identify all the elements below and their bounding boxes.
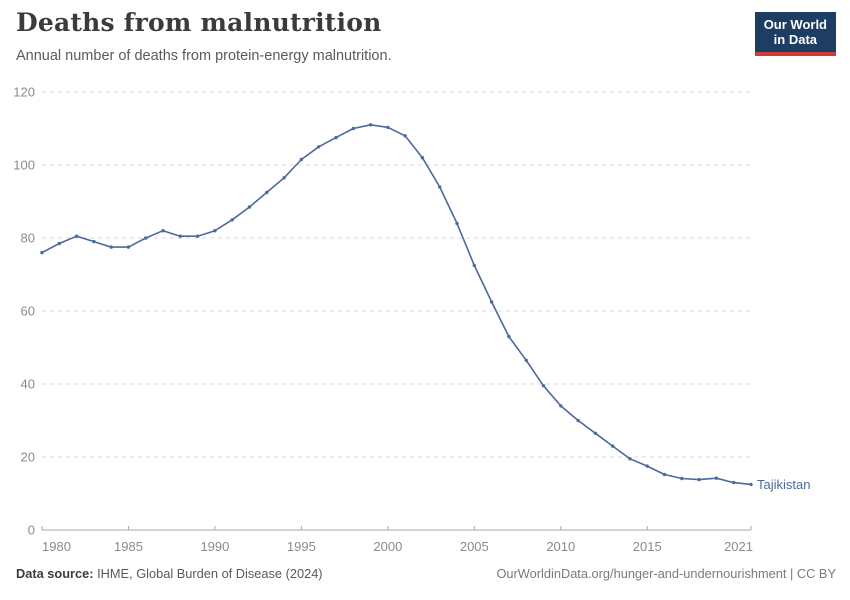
data-point[interactable] xyxy=(645,464,649,468)
data-point[interactable] xyxy=(57,241,61,246)
data-source-label: Data source: xyxy=(16,566,94,581)
data-point[interactable] xyxy=(403,134,407,138)
owid-logo-line1: Our World xyxy=(763,17,827,32)
data-point[interactable] xyxy=(334,135,338,140)
y-tick-label: 120 xyxy=(13,85,35,100)
data-point[interactable] xyxy=(299,157,304,162)
x-tick-label: 1990 xyxy=(200,539,229,554)
owid-logo: Our World in Data xyxy=(754,12,836,56)
y-tick-label: 40 xyxy=(21,377,35,392)
data-point[interactable] xyxy=(213,229,217,233)
attribution: OurWorldinData.org/hunger-and-undernouri… xyxy=(496,566,836,581)
y-tick-label: 80 xyxy=(21,231,35,246)
data-point[interactable] xyxy=(489,300,494,304)
data-point[interactable] xyxy=(576,418,580,423)
data-point[interactable] xyxy=(420,156,425,160)
entity-label[interactable]: Tajikistan xyxy=(757,477,810,492)
data-point[interactable] xyxy=(230,218,234,222)
x-tick-label: 1980 xyxy=(42,539,71,554)
chart-footer: Data source: IHME, Global Burden of Dise… xyxy=(16,566,836,581)
data-point[interactable] xyxy=(714,476,719,480)
data-point[interactable] xyxy=(472,263,476,268)
data-point[interactable] xyxy=(195,234,200,238)
data-point[interactable] xyxy=(559,404,563,408)
data-point[interactable] xyxy=(265,190,269,195)
data-point[interactable] xyxy=(732,480,736,485)
x-tick-label: 2000 xyxy=(373,539,402,554)
data-point[interactable] xyxy=(92,239,96,244)
y-tick-label: 60 xyxy=(21,304,35,319)
data-point[interactable] xyxy=(593,431,598,435)
data-point[interactable] xyxy=(368,123,373,127)
chart-subtitle: Annual number of deaths from protein-ene… xyxy=(16,48,392,64)
data-point[interactable] xyxy=(161,229,165,233)
data-point[interactable] xyxy=(749,482,753,487)
y-tick-label: 20 xyxy=(21,450,35,465)
data-point[interactable] xyxy=(247,205,252,209)
data-point[interactable] xyxy=(317,145,321,149)
x-tick-label: 2021 xyxy=(724,539,753,554)
owid-logo-line2: in Data xyxy=(773,32,818,48)
data-point[interactable] xyxy=(680,476,684,481)
data-point[interactable] xyxy=(524,358,528,362)
data-point[interactable] xyxy=(74,234,79,238)
data-point[interactable] xyxy=(628,457,632,461)
data-point[interactable] xyxy=(507,334,511,339)
data-point[interactable] xyxy=(386,125,390,130)
data-point[interactable] xyxy=(126,245,131,249)
x-tick-label: 2015 xyxy=(633,539,662,554)
x-tick-label: 1985 xyxy=(114,539,143,554)
data-point[interactable] xyxy=(144,236,148,240)
y-tick-label: 0 xyxy=(28,523,35,538)
data-point[interactable] xyxy=(611,444,615,448)
series-line[interactable] xyxy=(41,124,752,486)
data-point[interactable] xyxy=(697,477,701,482)
data-source-value: IHME, Global Burden of Disease (2024) xyxy=(97,566,323,581)
x-tick-label: 1995 xyxy=(287,539,316,554)
y-tick-label: 100 xyxy=(13,158,35,173)
x-tick-label: 2005 xyxy=(460,539,489,554)
data-point[interactable] xyxy=(109,245,113,249)
data-point[interactable] xyxy=(455,221,459,226)
data-point[interactable] xyxy=(282,176,286,180)
data-point[interactable] xyxy=(40,250,44,255)
data-point[interactable] xyxy=(351,126,355,131)
page-title: Deaths from malnutrition xyxy=(16,8,382,37)
data-point[interactable] xyxy=(178,234,182,238)
data-point[interactable] xyxy=(662,472,667,477)
x-tick-label: 2010 xyxy=(546,539,575,554)
data-point[interactable] xyxy=(541,384,546,388)
data-point[interactable] xyxy=(438,185,442,189)
data-source: Data source: IHME, Global Burden of Dise… xyxy=(16,566,323,581)
